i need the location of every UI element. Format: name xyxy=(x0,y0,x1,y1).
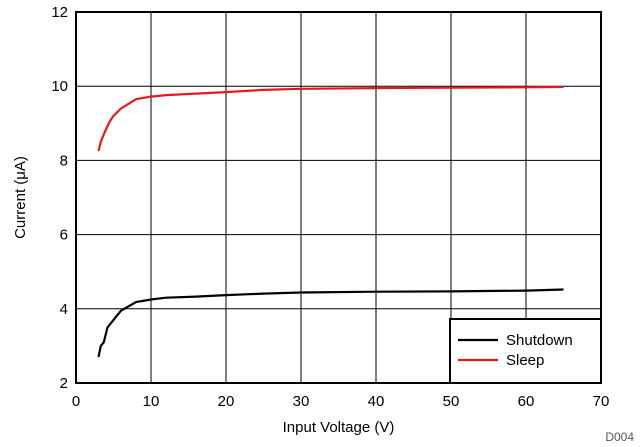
y-tick-labels: 2 4 6 8 10 12 xyxy=(51,4,68,392)
x-tick-label: 40 xyxy=(368,393,385,410)
plot-frame xyxy=(75,11,602,384)
y-tick-label: 4 xyxy=(60,301,68,318)
x-tick-labels: 0 10 20 30 40 50 60 70 xyxy=(72,393,610,410)
y-tick-label: 10 xyxy=(51,78,68,95)
series-line-sleep xyxy=(97,85,564,152)
x-tick-label: 50 xyxy=(443,393,460,410)
y-axis-label: Current (μA) xyxy=(12,156,29,239)
figure-code: D004 xyxy=(605,430,634,444)
x-tick-label: 70 xyxy=(593,393,610,410)
x-tick-label: 30 xyxy=(293,393,310,410)
series-layer xyxy=(97,85,564,358)
y-tick-label: 8 xyxy=(60,152,68,169)
y-tick-label: 6 xyxy=(60,227,68,244)
y-tick-label: 2 xyxy=(60,375,68,392)
x-tick-label: 20 xyxy=(218,393,235,410)
grid-lines xyxy=(76,12,601,383)
y-tick-label: 12 xyxy=(51,4,68,21)
x-tick-label: 0 xyxy=(72,393,80,410)
legend-label: Sleep xyxy=(506,352,544,369)
x-tick-label: 10 xyxy=(143,393,160,410)
legend-label: Shutdown xyxy=(506,332,573,349)
x-tick-label: 60 xyxy=(518,393,535,410)
legend: Shutdown Sleep xyxy=(449,318,602,384)
x-axis-label: Input Voltage (V) xyxy=(283,419,395,436)
legend-box xyxy=(449,318,602,384)
series-line-shutdown xyxy=(97,288,564,358)
